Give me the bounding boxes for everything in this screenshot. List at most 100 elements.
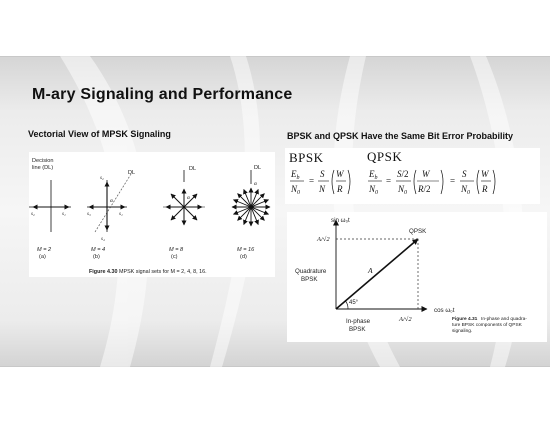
panel-a-m: M = 2	[37, 247, 52, 253]
bpsk-label: BPSK	[289, 150, 324, 165]
fig431-caption-2: ture BPSK components of QPSK	[452, 322, 523, 328]
m8-dl-label: DL	[189, 166, 196, 172]
quadrature-label-2: BPSK	[301, 276, 318, 283]
slide-title: M-ary Signaling and Performance	[32, 86, 293, 103]
m2-label-s2: s₂	[31, 212, 35, 217]
qpsk-s: S	[462, 169, 467, 179]
qpsk-w: W	[422, 169, 431, 179]
qpsk-n0c: N0	[460, 184, 470, 196]
qpsk-label: QPSK	[367, 149, 403, 164]
formula-svg: Eb N0 = S N W R Eb N0 = S/2 N0	[290, 169, 496, 196]
left-heading: Vectorial View of MPSK Signaling	[28, 129, 171, 139]
x-axis-label: cos ω₀t	[434, 307, 455, 314]
m16-vector-2	[250, 199, 270, 208]
fig430-number: Figure 4.30	[89, 269, 117, 275]
panel-a-letter: (a)	[39, 254, 46, 260]
m16-vector-4	[250, 188, 259, 208]
m4-label-s2: s₂	[100, 176, 104, 181]
panel-d-letter: (d)	[240, 254, 247, 260]
m16-vectors	[231, 187, 271, 227]
bpsk-n: N	[318, 184, 326, 194]
bpsk-paren-left	[331, 169, 335, 195]
m16-vector-10	[232, 206, 252, 215]
m8-alpha-label: α	[187, 195, 190, 201]
m2-label-s1: s₁	[62, 212, 66, 217]
qpsk-w2: W	[481, 169, 490, 179]
inphase-label-1: In-phase	[346, 318, 371, 325]
bpsk-r: R	[336, 184, 343, 194]
m4-label-s4: s₄	[101, 237, 105, 242]
bpsk-eb: Eb	[290, 169, 300, 181]
qpsk-formula: Eb N0 = S/2 N0 W R/2 = S N0 W R	[368, 169, 496, 196]
bpsk-s: S	[320, 169, 325, 179]
qpsk-s2: S/2	[397, 169, 409, 179]
m16-vector-12	[243, 206, 252, 226]
panel-c-m: M = 8	[169, 247, 184, 253]
qpsk-equals-1: =	[386, 176, 391, 186]
band-bottom-edge	[0, 366, 550, 367]
m4-dl-label: DL	[128, 170, 135, 176]
bpsk-w: W	[336, 169, 345, 179]
panel-d-m: M = 16	[237, 247, 255, 253]
m4-label-s3: s₃	[87, 212, 91, 217]
m8-vector-8	[183, 206, 198, 221]
mpsk-m16-diagram: DL α M = 16 (d)	[231, 165, 271, 260]
m16-vector-8	[232, 199, 252, 208]
m16-alpha-label: α	[254, 181, 257, 187]
angle-arc	[345, 300, 349, 310]
bpsk-n0: N0	[290, 184, 300, 196]
decision-line-label-1: Decision	[32, 158, 53, 164]
right-heading: BPSK and QPSK Have the Same Bit Error Pr…	[287, 131, 514, 141]
qpsk-paren-right-1	[440, 169, 444, 195]
panel-b-m: M = 4	[91, 247, 105, 253]
m16-vector-15	[250, 206, 265, 221]
m16-vector-6	[243, 188, 252, 208]
fig431-number: Figure 4.31	[452, 316, 478, 322]
qpsk-vector	[335, 238, 419, 310]
m4-alpha-label: α	[110, 198, 113, 204]
angle-label: 45°	[349, 300, 359, 306]
decision-line-label-2: line (DL)	[32, 165, 53, 171]
fig431-caption-1: In-phase and quadra-	[481, 316, 527, 322]
qpsk-r: R	[481, 184, 488, 194]
bpsk-equals: =	[309, 176, 314, 186]
m16-vector-3	[250, 193, 265, 208]
qpsk-n0: N0	[368, 184, 378, 196]
panel-b-letter: (b)	[93, 254, 100, 260]
band-top-edge	[0, 56, 550, 57]
m16-vector-11	[237, 206, 252, 221]
m4-decision-line	[94, 173, 132, 233]
iq-figure-panel: sin ω₀t cos ω₀t A/√2 A/√2 A 45° QPSK Qua…	[287, 212, 547, 342]
m8-vector-6	[170, 206, 185, 221]
m16-vector-14	[250, 206, 259, 226]
quadrature-label-1: Quadrature	[295, 268, 327, 275]
inphase-label-2: BPSK	[349, 326, 366, 333]
qpsk-paren-right-2	[492, 169, 496, 195]
bpsk-formula: Eb N0 = S N W R	[290, 169, 351, 196]
panel-c-letter: (c)	[171, 254, 178, 260]
qpsk-paren-left-1	[413, 169, 417, 195]
mpsk-figure-panel: Decision line (DL) s₁ s₂ M = 2 (a) DL α …	[29, 152, 275, 277]
m8-vector-4	[170, 193, 185, 208]
formula-panel: BPSK QPSK Eb N0 = S N W R Eb N0 =	[285, 148, 540, 204]
iq-figure: sin ω₀t cos ω₀t A/√2 A/√2 A 45° QPSK Qua…	[295, 217, 527, 334]
qpsk-point-label: QPSK	[409, 228, 427, 235]
mpsk-m8-diagram: DL α M = 8 (c)	[163, 166, 205, 260]
m8-vector-2	[183, 193, 198, 208]
qpsk-eb: Eb	[368, 169, 378, 181]
mpsk-figure: Decision line (DL) s₁ s₂ M = 2 (a) DL α …	[29, 158, 271, 275]
mpsk-m4-diagram: DL α s₁ s₂ s₃ s₄ M = 4 (b)	[87, 170, 135, 260]
qpsk-r2: R/2	[417, 184, 431, 194]
x-tick-label: A/√2	[398, 315, 412, 323]
qpsk-paren-left-2	[476, 169, 480, 195]
qpsk-n0b: N0	[397, 184, 407, 196]
y-tick-label: A/√2	[316, 235, 330, 243]
m16-vector-7	[237, 193, 252, 208]
m4-label-s1: s₁	[119, 212, 123, 217]
fig431-caption-3: signaling.	[452, 328, 472, 334]
y-axis-label: sin ω₀t	[331, 217, 350, 224]
m16-dl-label: DL	[254, 165, 261, 171]
qpsk-equals-2: =	[450, 176, 455, 186]
vector-label: A	[367, 266, 373, 275]
